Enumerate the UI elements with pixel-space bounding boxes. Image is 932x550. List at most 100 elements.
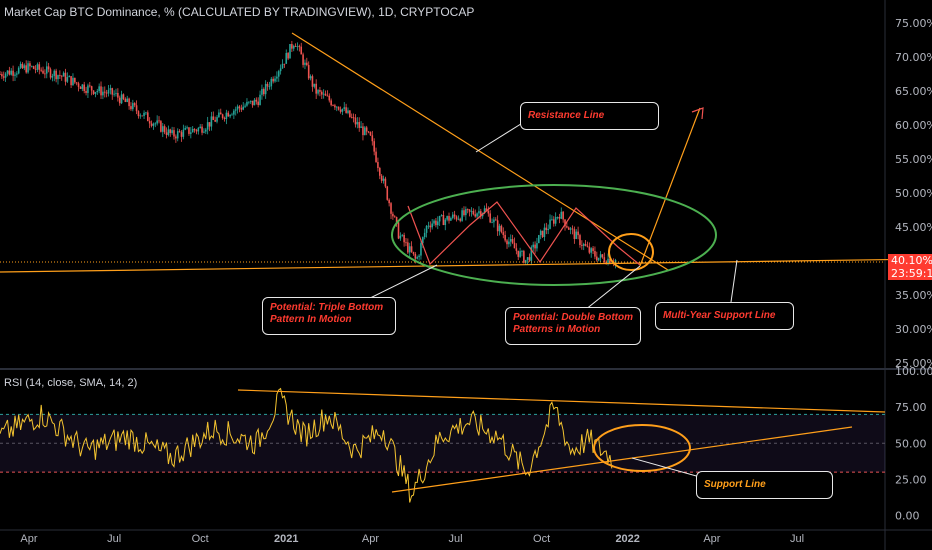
candle-body: [38, 64, 41, 70]
candle-body: [44, 73, 46, 75]
candle-body: [474, 214, 477, 217]
candle-body: [27, 63, 29, 73]
candle-body: [302, 54, 304, 65]
price-axis-tick: 75.00%: [895, 17, 932, 30]
time-axis-tick: Oct: [192, 533, 209, 545]
candle-body: [298, 46, 301, 48]
candle-body: [450, 218, 452, 221]
price-axis-tick: 70.00%: [895, 51, 932, 64]
candle-body: [137, 111, 140, 117]
candle-body: [98, 86, 100, 91]
rsi-axis-tick: 100.00: [895, 365, 932, 378]
candle-body: [223, 118, 226, 119]
candle-body: [158, 120, 160, 122]
candle-body: [107, 89, 110, 94]
candle-body: [124, 99, 127, 102]
candle-body: [556, 217, 559, 218]
candle-body: [500, 225, 503, 233]
candle-body: [212, 116, 215, 120]
rsi-support-callout: Support Line: [696, 471, 833, 499]
price-axis-tick: 45.00%: [895, 221, 932, 234]
candle-body: [543, 227, 546, 238]
candle-body: [291, 44, 293, 49]
candle-body: [358, 122, 361, 128]
candle-body: [154, 123, 157, 125]
candle-body: [17, 67, 20, 74]
candle-body: [536, 243, 538, 249]
candle-body: [32, 66, 35, 69]
candle-body: [55, 70, 57, 80]
candle-body: [94, 91, 97, 94]
candle-body: [272, 78, 274, 82]
candle-body: [378, 167, 381, 176]
candle-body: [139, 115, 142, 117]
candle-body: [118, 97, 121, 104]
candle-body: [405, 242, 407, 244]
candle-body: [85, 90, 87, 93]
candle-body: [541, 230, 544, 238]
candle-body: [566, 226, 568, 228]
candle-body: [448, 216, 450, 221]
breakout-projection: [639, 107, 701, 267]
candle-body: [128, 98, 130, 107]
candle-body: [197, 128, 200, 132]
candle-body: [238, 106, 241, 109]
candle-body: [289, 44, 291, 59]
candle-body: [244, 105, 246, 107]
candle-body: [403, 234, 405, 243]
candle-body: [320, 91, 323, 95]
candle-body: [483, 208, 486, 214]
candle-body: [281, 63, 284, 69]
candle-body: [236, 106, 239, 110]
candle-body: [453, 214, 456, 217]
candle-body: [390, 203, 392, 214]
resistance-pointer: [475, 121, 525, 153]
candle-body: [579, 235, 581, 246]
candle-body: [465, 209, 467, 216]
candle-body: [489, 213, 491, 223]
candle-body: [328, 95, 331, 101]
candle-body: [360, 126, 362, 128]
price-axis-tick: 65.00%: [895, 85, 932, 98]
candle-body: [0, 74, 1, 75]
candle-body: [262, 89, 265, 95]
candle-body: [326, 95, 329, 97]
candle-body: [72, 77, 74, 86]
candle-body: [300, 46, 303, 55]
candle-body: [365, 127, 368, 132]
candle-body: [313, 83, 316, 87]
candle-body: [564, 219, 566, 227]
candle-body: [431, 223, 433, 228]
candle-body: [395, 217, 398, 223]
resistance-line-callout: Resistance Line: [520, 102, 659, 130]
candle-body: [242, 106, 245, 110]
candle-body: [347, 110, 349, 113]
rsi-band-fill: [0, 414, 885, 473]
candle-body: [423, 232, 426, 238]
candle-body: [296, 46, 299, 48]
candle-body: [53, 70, 56, 76]
candle-body: [425, 225, 428, 233]
candle-body: [386, 186, 389, 200]
candle-body: [120, 94, 123, 104]
candle-body: [259, 94, 261, 106]
candle-body: [68, 76, 71, 78]
candle-body: [414, 253, 417, 259]
candle-body: [451, 214, 454, 219]
double-bottom-circle: [608, 233, 654, 271]
candle-body: [216, 117, 218, 122]
candle-body: [539, 230, 542, 236]
candle-body: [274, 78, 276, 82]
candle-body: [534, 244, 536, 249]
time-axis-tick: Jul: [107, 533, 121, 545]
candle-body: [6, 70, 9, 74]
candle-body: [105, 92, 108, 94]
candle-body: [562, 211, 564, 220]
candle-body: [375, 151, 377, 163]
candle-body: [588, 246, 591, 253]
candle-body: [132, 103, 134, 110]
candle-body: [201, 126, 203, 133]
candle-body: [509, 239, 512, 242]
candle-body: [283, 63, 286, 65]
candle-body: [204, 129, 207, 132]
